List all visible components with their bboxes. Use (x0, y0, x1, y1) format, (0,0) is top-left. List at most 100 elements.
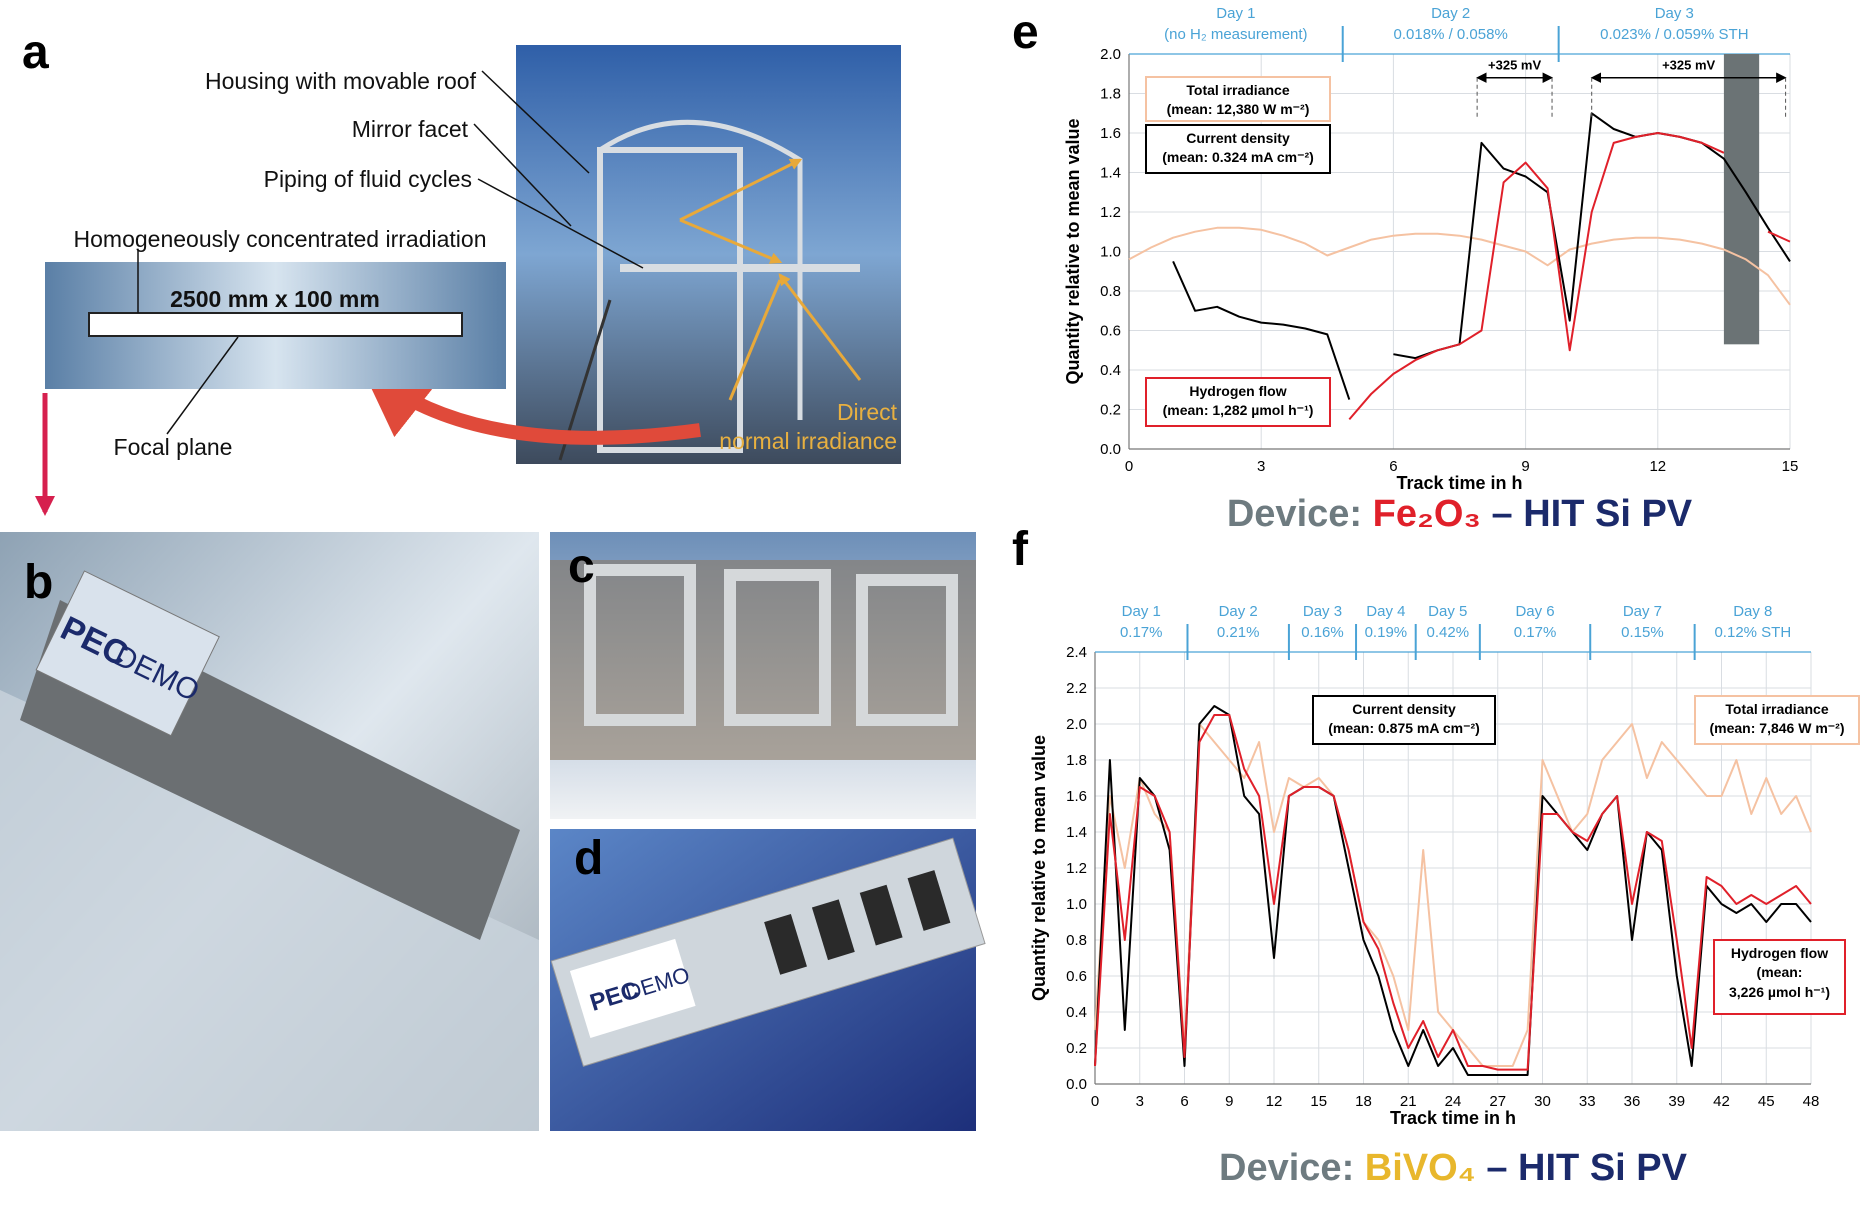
x-tick-label: 45 (1758, 1093, 1775, 1110)
series-line (1128, 226, 1791, 306)
x-tick-label: 12 (1266, 1093, 1283, 1110)
y-tick-label: 1.2 (1066, 860, 1087, 877)
y-tick-label: 1.4 (1066, 824, 1087, 841)
x-tick-label: 39 (1668, 1093, 1685, 1110)
y-axis-label: Quantity relative to mean value (1063, 118, 1083, 384)
day-label: Day 5 (1428, 603, 1467, 620)
legend-box (1713, 939, 1846, 1015)
y-tick-label: 2.2 (1066, 680, 1087, 697)
day-note: 0.16% (1301, 624, 1344, 641)
day-label: Day 6 (1515, 603, 1554, 620)
x-tick-label: 15 (1782, 458, 1799, 475)
device-label-part: Fe₂O₃ (1373, 493, 1481, 535)
annotation: Piping of fluid cycles (264, 166, 472, 192)
day-note: 0.17% (1514, 624, 1557, 641)
panel-label: a (22, 26, 49, 79)
device-label-part: – HIT Si PV (1481, 493, 1693, 535)
y-tick-label: 1.2 (1100, 204, 1121, 221)
y-tick-label: 1.6 (1100, 125, 1121, 142)
legend-mean: 3,226 µmol h⁻¹) (1729, 984, 1830, 1000)
x-axis-label: Track time in h (1390, 1108, 1516, 1128)
y-tick-label: 2.0 (1066, 716, 1087, 733)
x-tick-label: 0 (1125, 458, 1133, 475)
day-note: 0.018% / 0.058% (1394, 26, 1508, 43)
photo-structure (558, 119, 862, 461)
x-tick-label: 15 (1310, 1093, 1327, 1110)
day-note: 0.023% / 0.059% STH (1600, 26, 1748, 43)
arrow-label: +325 mV (1488, 58, 1541, 73)
device-label-part: Device: (1227, 493, 1373, 535)
y-tick-label: 0.6 (1100, 323, 1121, 340)
legend-name: Current density (1352, 701, 1456, 717)
legend-box (1312, 695, 1496, 745)
legend-mean: (mean: 1,282 µmol h⁻¹) (1163, 402, 1314, 418)
x-tick-label: 30 (1534, 1093, 1551, 1110)
y-tick-label: 0.2 (1100, 402, 1121, 419)
annotation: Homogeneously concentrated irradiation (74, 226, 487, 252)
device-label: Device: BiVO₄ – HIT Si PV (1219, 1147, 1688, 1189)
legend-mean: (mean: 0.324 mA cm⁻²) (1162, 149, 1314, 165)
device-label-part: Device: (1219, 1147, 1365, 1189)
x-tick-label: 9 (1521, 458, 1529, 475)
y-tick-label: 1.8 (1066, 752, 1087, 769)
legend-name: Total irradiance (1186, 82, 1289, 98)
x-tick-label: 48 (1803, 1093, 1820, 1110)
day-note: 0.15% (1621, 624, 1664, 641)
x-tick-label: 6 (1180, 1093, 1188, 1110)
day-note: 0.21% (1217, 624, 1260, 641)
annotation: Housing with movable roof (205, 68, 477, 94)
x-tick-label: 18 (1355, 1093, 1372, 1110)
annotation: Focal plane (114, 434, 233, 460)
day-note: (no H₂ measurement) (1164, 26, 1307, 43)
panel-label: b (24, 556, 53, 609)
y-tick-label: 2.4 (1066, 644, 1087, 661)
annotation: normal irradiance (719, 428, 897, 454)
y-tick-label: 1.4 (1100, 165, 1121, 182)
red-arrow (360, 366, 701, 445)
y-tick-label: 2.0 (1100, 46, 1121, 63)
panel-b: PEC DEMO b (0, 532, 539, 1131)
legend-mean: (mean: 12,380 W m⁻²) (1167, 101, 1310, 117)
y-axis-label: Quantity relative to mean value (1029, 735, 1049, 1001)
device-label-part: – HIT Si PV (1476, 1147, 1688, 1189)
focal-strip (88, 312, 463, 337)
y-tick-label: 0.8 (1066, 932, 1087, 949)
x-tick-label: 6 (1389, 458, 1397, 475)
day-label: Day 1 (1122, 603, 1161, 620)
y-tick-label: 0.0 (1100, 441, 1121, 458)
y-tick-label: 0.4 (1100, 362, 1121, 379)
legend-name: Hydrogen flow (1731, 945, 1828, 961)
day-label: Day 8 (1733, 603, 1772, 620)
legend-box (1145, 76, 1331, 122)
day-label: Day 4 (1366, 603, 1405, 620)
panel-a: a Housing with movable roof Mirror facet… (22, 26, 901, 516)
day-label: Day 3 (1655, 5, 1694, 22)
panel-label: d (574, 832, 603, 885)
day-label: Day 3 (1303, 603, 1342, 620)
y-tick-label: 1.0 (1100, 244, 1121, 261)
day-note: 0.12% STH (1714, 624, 1791, 641)
day-note: 0.19% (1365, 624, 1408, 641)
series-line (1348, 132, 1791, 421)
y-tick-label: 0.4 (1066, 1004, 1087, 1021)
x-tick-label: 33 (1579, 1093, 1596, 1110)
day-note: 0.42% (1427, 624, 1470, 641)
day-label: Day 2 (1431, 5, 1470, 22)
y-tick-label: 0.2 (1066, 1040, 1087, 1057)
day-note: 0.17% (1120, 624, 1163, 641)
annotation: 2500 mm x 100 mm (170, 286, 380, 312)
sign (569, 938, 696, 1038)
legend-name: Current density (1186, 130, 1290, 146)
legend-name: Hydrogen flow (1189, 383, 1286, 399)
device-label: Device: Fe₂O₃ – HIT Si PV (1227, 493, 1693, 535)
legend-box (1694, 695, 1860, 745)
y-tick-label: 0.8 (1100, 283, 1121, 300)
excluded-region (1723, 54, 1760, 345)
legend-name: Total irradiance (1725, 701, 1828, 717)
x-tick-label: 3 (1136, 1093, 1144, 1110)
legend-mean: (mean: 7,846 W m⁻²) (1710, 720, 1845, 736)
x-tick-label: 3 (1257, 458, 1265, 475)
x-axis-label: Track time in h (1396, 473, 1522, 493)
